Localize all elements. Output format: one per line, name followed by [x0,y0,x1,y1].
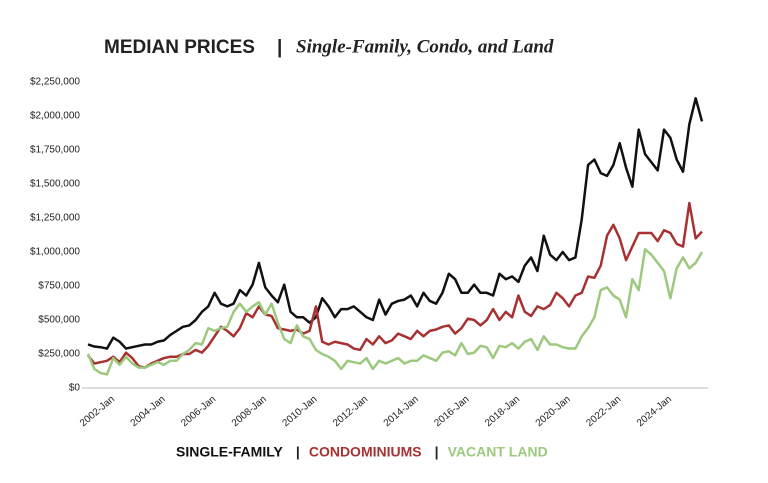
x-tick-label: 2008-Jan [230,394,269,429]
y-tick-label: $250,000 [38,349,80,360]
y-tick-label: $500,000 [38,315,80,326]
x-tick-label: 2018-Jan [483,394,522,429]
x-tick-label: 2016-Jan [432,394,471,429]
y-tick-label: $1,000,000 [30,247,80,258]
x-tick-label: 2012-Jan [331,394,370,429]
chart-subtitle: Single-Family, Condo, and Land [296,36,554,57]
y-tick-label: $1,750,000 [30,145,80,156]
legend-separator: | [296,444,300,460]
x-tick-label: 2010-Jan [280,394,319,429]
x-tick-label: 2020-Jan [534,394,573,429]
y-tick-label: $0 [69,383,81,394]
legend-entry: VACANT LAND [448,444,548,460]
y-tick-label: $1,250,000 [30,213,80,224]
x-tick-label: 2022-Jan [584,394,623,429]
chart-title: MEDIAN PRICES [104,37,255,58]
legend: SINGLE-FAMILY | CONDOMINIUMS | VACANT LAND [176,444,548,460]
y-tick-label: $2,250,000 [30,77,80,88]
x-tick-label: 2006-Jan [179,394,218,429]
legend-separator: | [435,444,439,460]
x-tick-label: 2004-Jan [129,394,168,429]
title-separator: | [277,37,282,58]
y-tick-label: $2,000,000 [30,111,80,122]
x-tick-label: 2014-Jan [382,394,421,429]
series-line [87,97,704,350]
legend-entry: SINGLE-FAMILY [176,444,283,460]
y-tick-label: $750,000 [38,281,80,292]
series-line [86,248,704,376]
x-tick-label: 2024-Jan [635,394,674,429]
series-line [87,201,703,369]
legend-entry: CONDOMINIUMS [309,444,422,460]
y-tick-label: $1,500,000 [30,179,80,190]
x-tick-label: 2002-Jan [78,394,117,429]
